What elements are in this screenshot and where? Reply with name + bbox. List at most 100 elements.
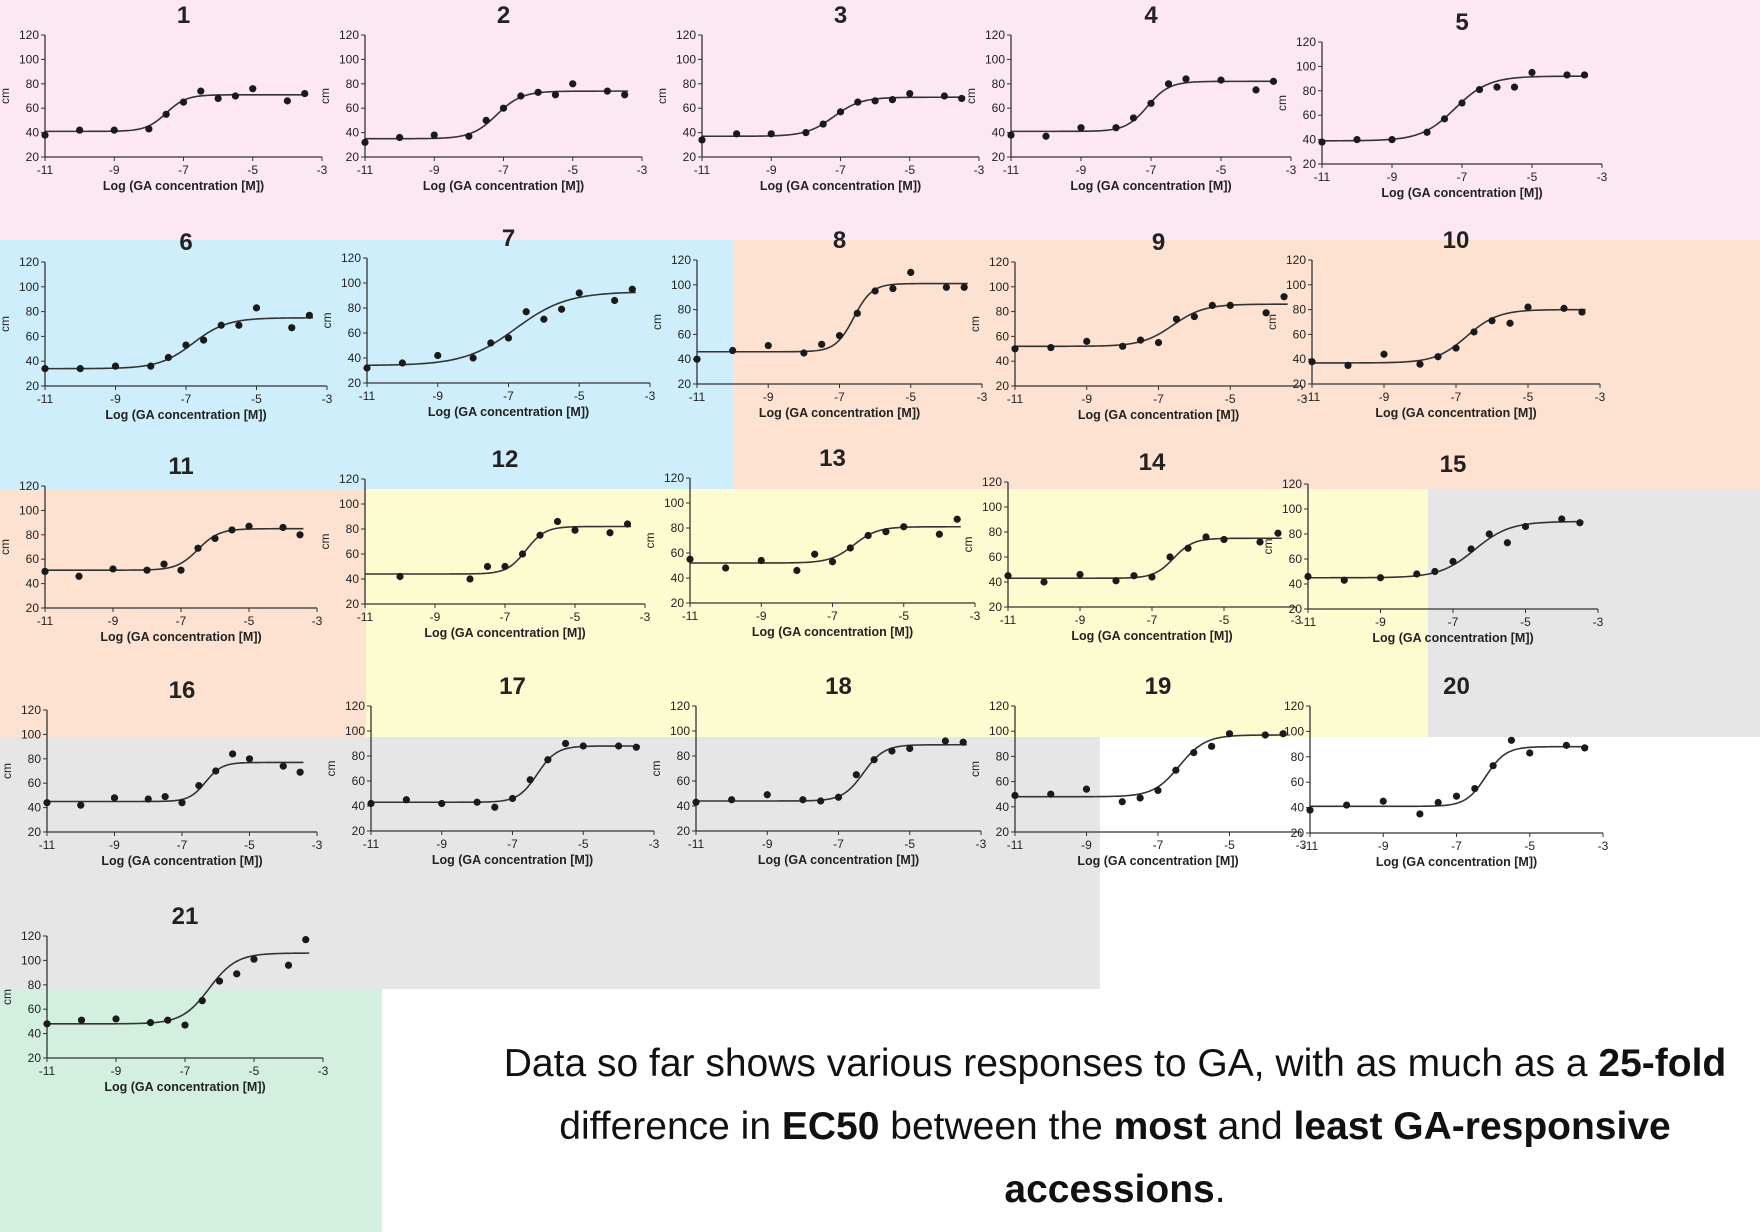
x-tick-label: -9 [763,390,774,404]
chart-svg: 7 20 40 60 80 100 120 -11 -9 -7 -5 -3 Log (GA concen… [320,225,656,419]
data-point [907,268,915,276]
data-point [835,332,844,340]
chart-svg: 17 20 40 60 80 100 120 -11 -9 -7 -5 -3 Log (GA conce… [324,673,660,867]
x-tick-label: -3 [640,610,651,624]
y-tick-label: 40 [992,126,1006,140]
data-point [1172,766,1180,774]
data-point [195,782,203,790]
data-point [1004,572,1012,580]
x-tick-label: -5 [1219,613,1230,627]
fit-curve [45,93,309,133]
x-tick-label: -7 [1153,838,1164,852]
data-point [1082,785,1091,793]
data-point [279,523,287,532]
x-tick-label: -11 [688,837,705,851]
data-point [1440,115,1449,123]
chart-svg: 19 20 40 60 80 100 120 -11 -9 -7 -5 -3 Log (GA conce… [968,673,1307,868]
data-point [197,87,205,95]
y-tick-label: 60 [1303,108,1317,122]
data-point [1452,792,1461,800]
fit-curve [1310,745,1589,808]
data-point [434,351,442,360]
x-axis-label: Log (GA concentration [M]) [1372,631,1533,645]
y-tick-label: 80 [996,749,1010,763]
data-point [569,80,577,88]
y-tick-label: 20 [989,600,1003,614]
y-tick-label: 100 [19,280,39,294]
x-tick-label: -5 [247,163,258,177]
data-point [465,132,473,140]
data-point [1262,309,1270,317]
data-point [1581,744,1589,752]
x-tick-label: -5 [904,163,915,177]
data-point [41,365,49,373]
y-tick-label: 120 [341,251,361,265]
x-tick-label: -11 [363,837,380,851]
y-tick-label: 40 [28,801,42,815]
x-tick-label: -7 [1451,390,1462,404]
x-tick-label: -7 [1457,170,1468,184]
x-tick-label: -9 [432,389,443,403]
data-point [504,334,513,342]
data-point [1431,567,1439,576]
x-tick-label: -5 [904,837,915,851]
x-tick-label: -3 [1286,163,1297,177]
data-point [396,572,404,581]
data-point [1416,810,1424,818]
y-tick-label: 80 [992,77,1006,91]
data-point [252,304,261,312]
data-point [212,767,220,775]
y-tick-label: 100 [676,52,696,66]
data-point [818,340,826,348]
data-point [112,1015,120,1023]
data-point [483,562,492,571]
chart-panel-8: 8 20 40 60 80 100 120 -11 -9 -7 -5 -3 Log (GA concen… [650,225,1007,429]
y-tick-label: 20 [1303,157,1317,171]
y-tick-label: 80 [677,749,691,763]
data-point [77,801,85,809]
data-point [1560,304,1568,312]
data-point [534,88,542,96]
chart-panel-17: 17 20 40 60 80 100 120 -11 -9 -7 -5 -3 Log (GA conce… [324,671,679,876]
data-point [1470,328,1478,336]
data-point [200,336,208,344]
y-tick-label: 100 [671,278,691,292]
x-tick-label: -7 [500,610,511,624]
chart-svg: 15 20 40 60 80 100 120 -11 -9 -7 -5 -3 Log (GA conce… [1261,451,1604,645]
data-point [245,522,253,530]
data-point [623,520,632,528]
y-tick-label: 80 [28,978,42,992]
y-tick-label: 40 [678,352,692,366]
x-tick-label: -5 [574,389,585,403]
y-tick-label: 40 [26,126,40,140]
chart-panel-5: 5 20 40 60 80 100 120 -11 -9 -7 -5 -3 Log (GA concen… [1275,7,1627,209]
y-tick-label: 60 [671,546,685,560]
x-axis-label: Log (GA concentration [M]) [1376,855,1537,869]
y-tick-label: 80 [996,305,1010,319]
x-tick-label: -5 [1224,838,1235,852]
data-point [430,131,438,139]
data-point [1506,319,1514,327]
data-point [1112,577,1120,585]
y-axis-label: cm [650,314,664,330]
data-point [1452,344,1460,352]
y-tick-label: 60 [26,329,40,343]
data-point [864,531,872,540]
data-point [181,1021,189,1029]
data-point [1510,83,1519,91]
data-point [522,308,530,316]
y-tick-label: 100 [21,727,41,741]
chart-svg: 9 20 40 60 80 100 120 -11 -9 -7 -5 -3 Log (GA concen… [968,229,1308,422]
x-tick-label: -7 [180,1064,191,1078]
y-tick-label: 80 [26,77,40,91]
x-tick-label: -5 [1523,390,1534,404]
x-tick-label: -9 [1076,163,1087,177]
data-point [109,565,117,573]
data-point [1208,301,1216,309]
chart-svg: 18 20 40 60 80 100 120 -11 -9 -7 -5 -3 Log (GA conce… [649,673,987,867]
y-tick-label: 20 [678,377,692,391]
data-point [164,353,172,362]
data-point [508,794,517,803]
x-tick-label: -9 [756,609,767,623]
x-tick-label: -11 [1007,838,1024,852]
